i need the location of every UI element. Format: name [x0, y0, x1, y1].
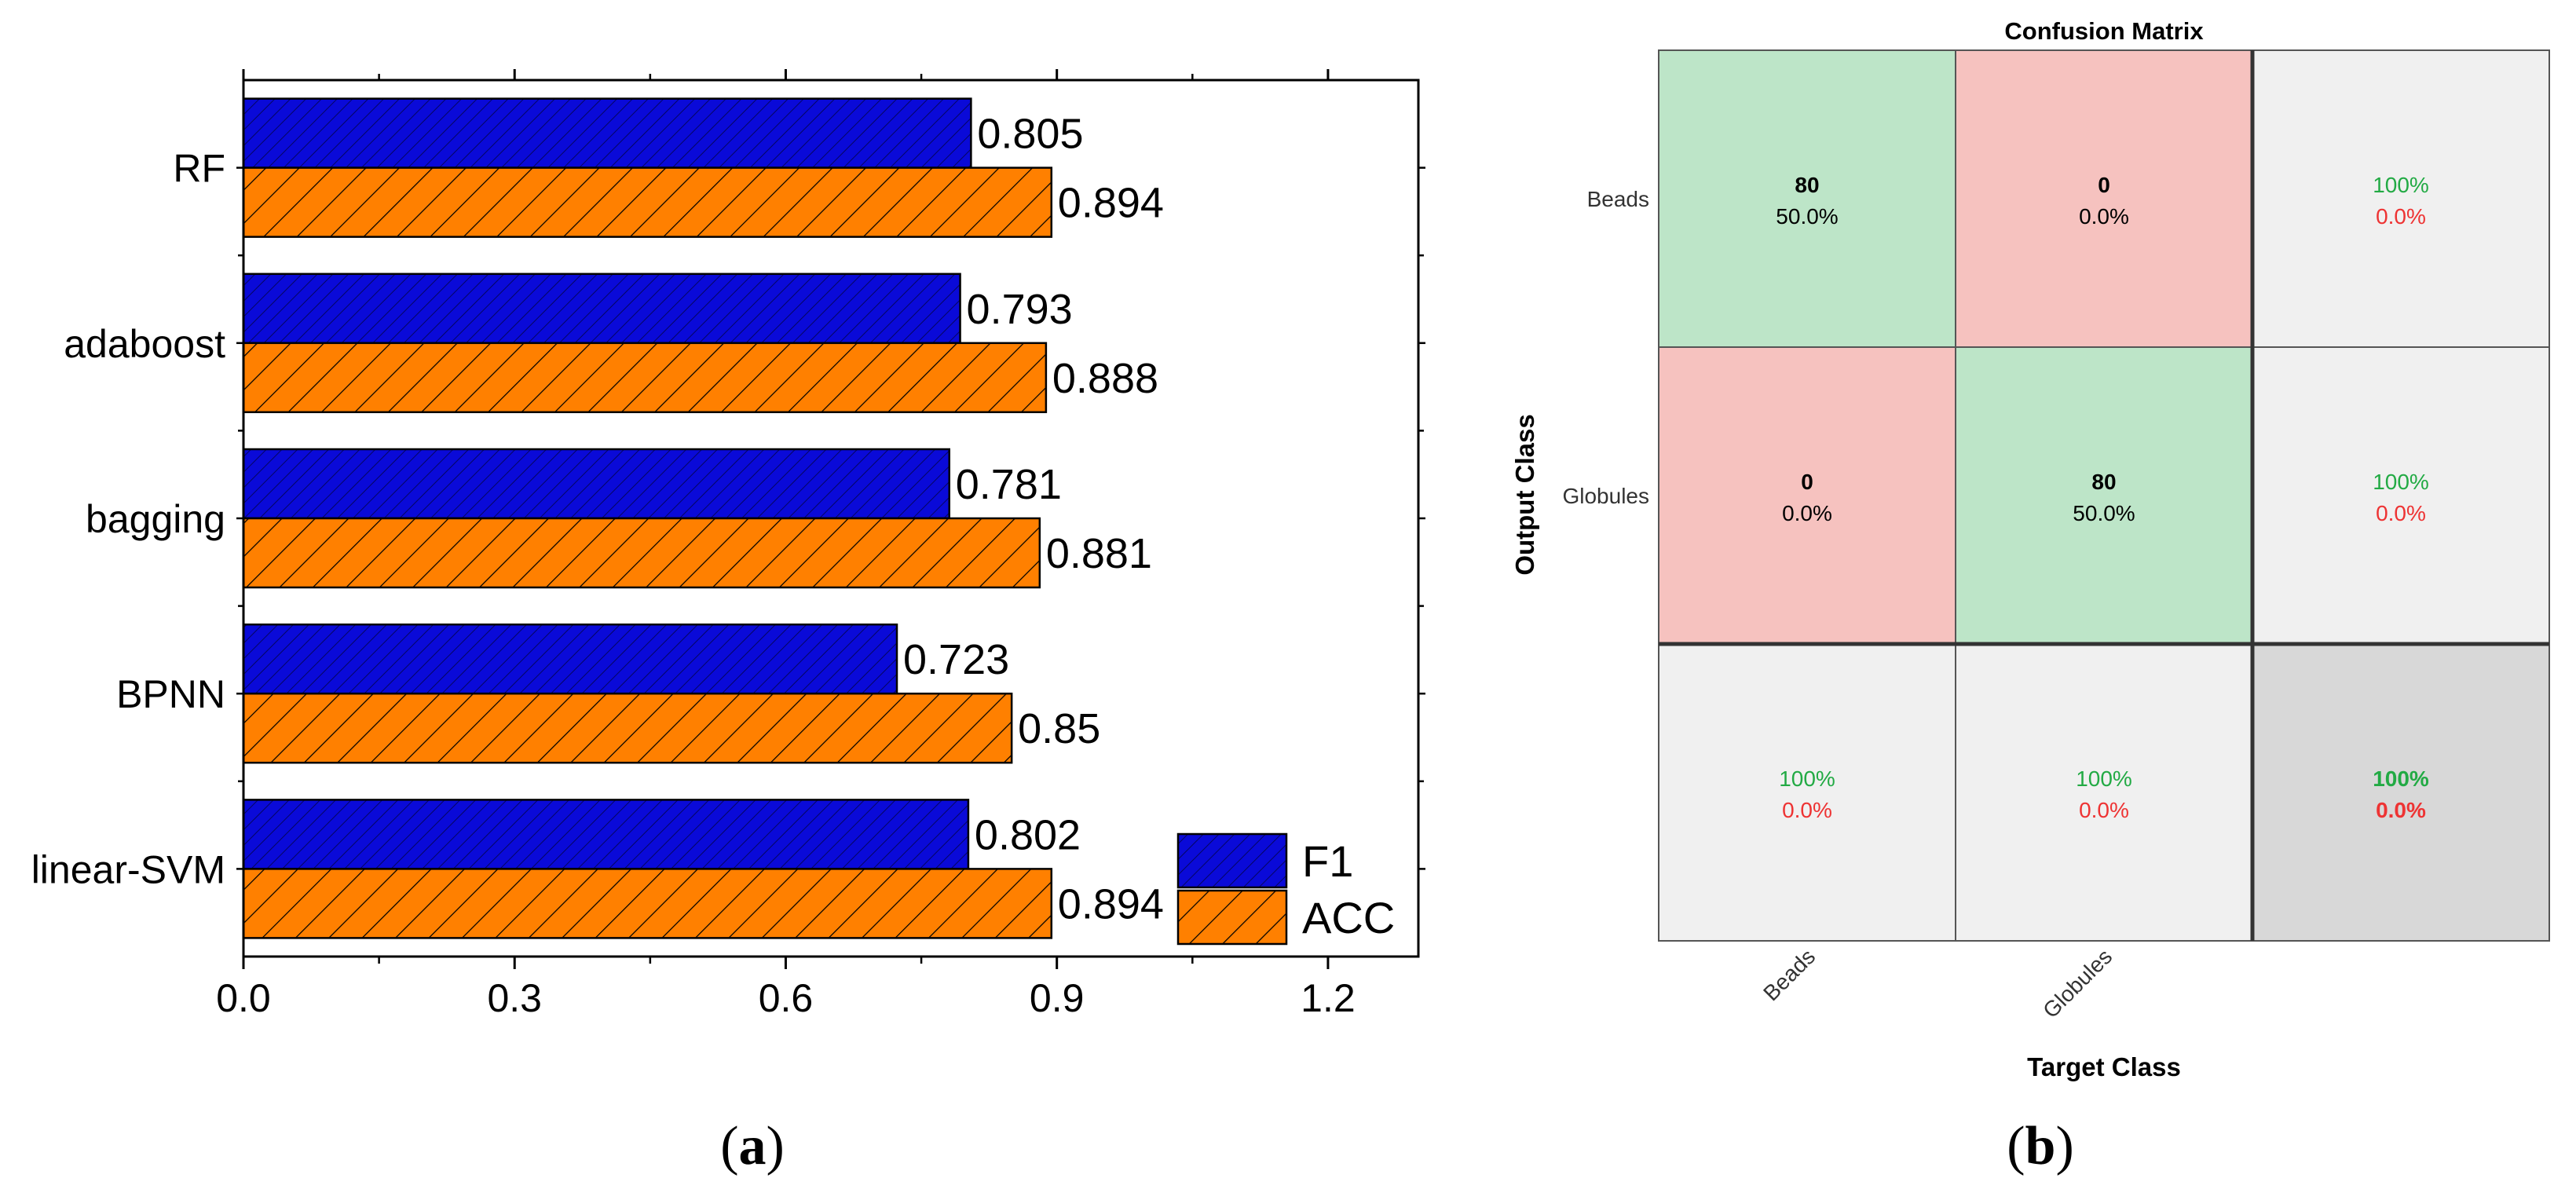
bar-chart-axes: RF adaboost bagging BPNN linear-SVM 0.0 0.3 0.6… [31, 69, 1425, 1020]
x-tick-label-0-3: 0.3 [487, 976, 542, 1020]
x-tick-label-0-6: 0.6 [759, 976, 814, 1020]
col-label-globules: Globules [2038, 944, 2117, 1023]
row-summary-1-bottom: 0.0% [2376, 501, 2426, 525]
x-tick-label-1-2: 1.2 [1301, 976, 1356, 1020]
data-label-f1-linear-svm: 0.802 [975, 811, 1081, 858]
row-summary-0-top: 100% [2373, 173, 2429, 197]
overall-accuracy-top: 100% [2373, 766, 2429, 791]
matrix-cell-r0-c1 [1955, 49, 2253, 348]
legend-swatch-acc [1176, 889, 1288, 946]
matrix-cell-r0-c2 [2252, 49, 2550, 348]
legend-swatch-f1 [1176, 832, 1288, 889]
row-label-globules: Globules [1562, 484, 1649, 508]
bar-series-group [242, 97, 1053, 939]
matrix-cell-r2-c2 [2252, 643, 2550, 942]
x-tick-label-0-0: 0.0 [216, 976, 271, 1020]
cell-text-r0-c1-bottom: 0.0% [2079, 204, 2129, 229]
bar-f1-bagging [242, 448, 951, 520]
row-summary-0-bottom: 0.0% [2376, 204, 2426, 229]
data-label-f1-bagging: 0.781 [956, 461, 1062, 508]
confusion-matrix-grid [1659, 50, 2549, 941]
bar-f1-linear-svm [242, 799, 970, 870]
cell-text-r0-c0-top: 80 [1795, 173, 1819, 197]
x-tick-label-0-9: 0.9 [1030, 976, 1085, 1020]
matrix-cell-r1-c1 [1955, 346, 2253, 645]
cell-text-r1-c1-bottom: 50.0% [2073, 501, 2135, 525]
data-label-acc-rf: 0.894 [1058, 180, 1164, 227]
bar-acc-adaboost [242, 342, 1048, 414]
col-summary-1-bottom: 0.0% [2079, 798, 2129, 822]
bar-f1-bpnn [242, 623, 898, 695]
confusion-matrix-panel: 80 50.0% 0 0.0% 100% 0.0% 0 0.0% 80 50.0% 100% 0.0%… [1510, 17, 2550, 1176]
y-tick-label-bagging: bagging [86, 497, 225, 541]
overall-accuracy-bottom: 0.0% [2376, 798, 2426, 822]
row-summary-1-top: 100% [2373, 470, 2429, 494]
panel-label-b: (b) [2007, 1116, 2074, 1176]
bar-acc-bagging [242, 517, 1041, 589]
cell-text-r1-c0-top: 0 [1801, 470, 1813, 494]
confusion-matrix-y-axis-label: Output Class [1510, 414, 1539, 575]
col-summary-0-bottom: 0.0% [1782, 798, 1832, 822]
data-label-acc-bpnn: 0.85 [1018, 705, 1100, 752]
y-tick-label-bpnn: BPNN [116, 672, 225, 716]
bar-acc-linear-svm [242, 868, 1053, 939]
bar-acc-rf [242, 166, 1053, 238]
y-tick-label-linear-svm: linear-SVM [31, 847, 225, 891]
matrix-cell-r2-c0 [1658, 643, 1956, 942]
row-label-beads: Beads [1587, 187, 1649, 211]
bar-acc-bpnn [242, 692, 1013, 764]
bar-chart-legend: F1 ACC [1176, 832, 1395, 946]
matrix-cell-r2-c1 [1955, 643, 2253, 942]
y-tick-label-adaboost: adaboost [64, 322, 225, 366]
plot-frame [242, 79, 1420, 958]
col-label-beads: Beads [1758, 944, 1820, 1005]
y-tick-label-rf: RF [173, 147, 225, 191]
bar-f1-rf [242, 97, 972, 169]
col-summary-1-top: 100% [2076, 766, 2132, 791]
col-summary-0-top: 100% [1779, 766, 1835, 791]
confusion-matrix-title: Confusion Matrix [2004, 17, 2204, 45]
data-label-acc-bagging: 0.881 [1046, 530, 1152, 577]
cell-text-r1-c1-top: 80 [2091, 470, 2116, 494]
legend-label-f1: F1 [1302, 836, 1353, 886]
data-label-acc-adaboost: 0.888 [1052, 355, 1158, 402]
matrix-cell-r0-c0 [1658, 49, 1956, 348]
panel-label-a: (a) [720, 1116, 785, 1176]
data-label-f1-rf: 0.805 [977, 111, 1083, 158]
matrix-cell-r1-c2 [2252, 346, 2550, 645]
confusion-matrix-cells: 80 50.0% 0 0.0% 100% 0.0% 0 0.0% 80 50.0% 100% 0.0%… [1658, 49, 2550, 942]
data-label-f1-adaboost: 0.793 [967, 286, 1073, 333]
bar-f1-adaboost [242, 273, 961, 345]
cell-text-r0-c1-top: 0 [2098, 173, 2110, 197]
legend-label-acc: ACC [1302, 893, 1395, 942]
cell-text-r0-c0-bottom: 50.0% [1776, 204, 1838, 229]
confusion-matrix-x-axis-label: Target Class [2027, 1052, 2181, 1081]
matrix-cell-r1-c0 [1658, 346, 1956, 645]
data-label-f1-bpnn: 0.723 [903, 636, 1009, 683]
cell-text-r1-c0-bottom: 0.0% [1782, 501, 1832, 525]
data-label-acc-linear-svm: 0.894 [1058, 880, 1164, 927]
